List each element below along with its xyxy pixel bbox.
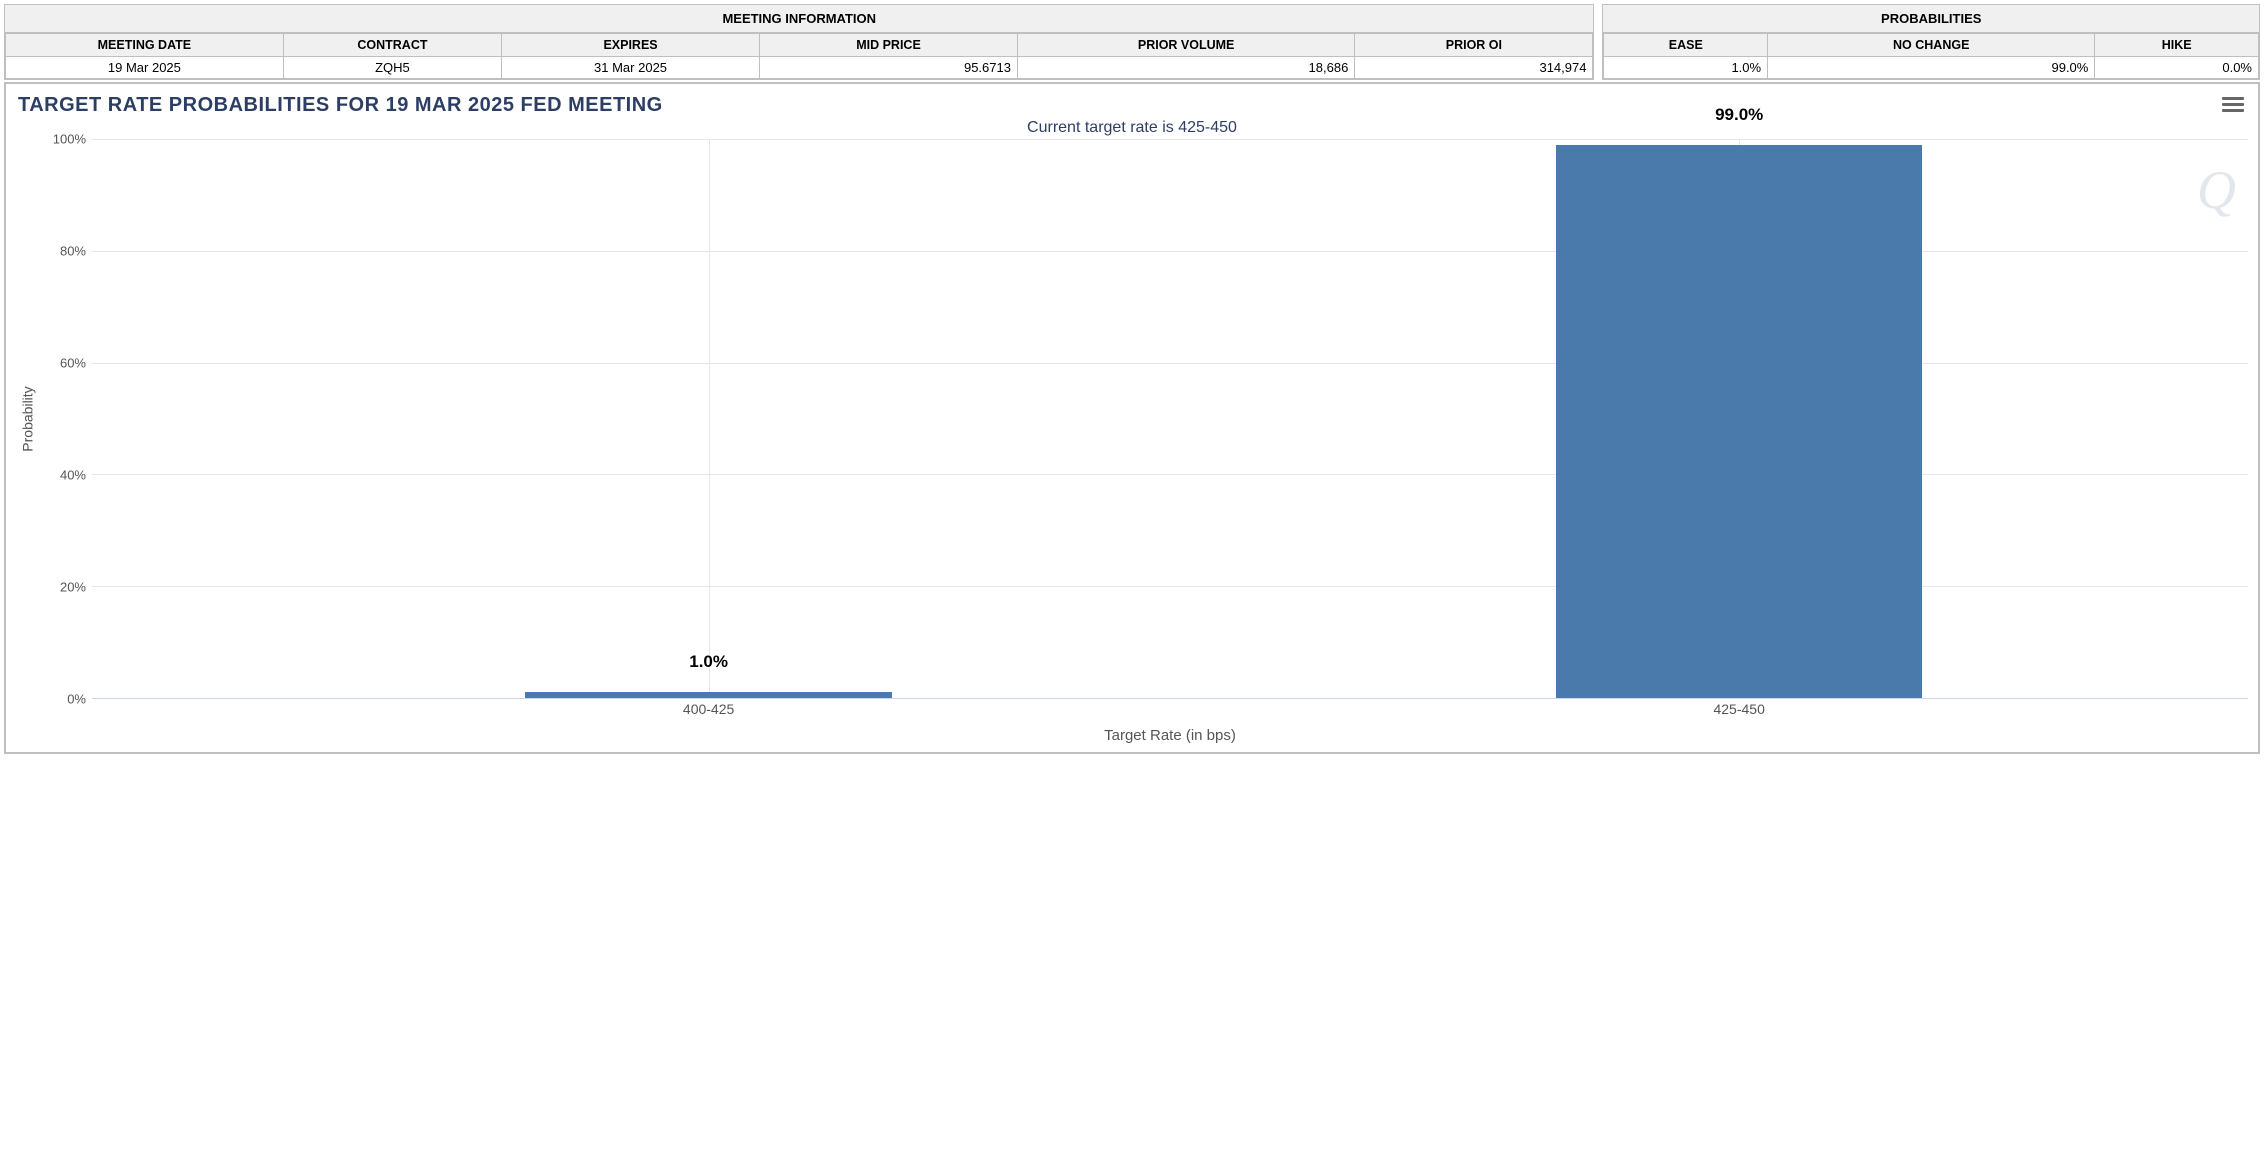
grid-line <box>92 251 2248 252</box>
column-header: PRIOR OI <box>1355 34 1593 57</box>
x-tick-label: 425-450 <box>1713 701 1764 717</box>
table-cell: 1.0% <box>1604 57 1768 79</box>
x-axis-label: Target Rate (in bps) <box>92 727 2248 744</box>
column-header: PRIOR VOLUME <box>1017 34 1354 57</box>
x-tick-label: 400-425 <box>683 701 734 717</box>
y-tick-label: 20% <box>60 580 86 595</box>
probabilities-title: PROBABILITIES <box>1603 5 2259 33</box>
column-header: CONTRACT <box>283 34 501 57</box>
grid-line <box>92 363 2248 364</box>
bar-value-label: 1.0% <box>689 652 728 672</box>
y-axis-ticks: 0%20%40%60%80%100% <box>40 139 92 699</box>
y-tick-label: 0% <box>67 692 86 707</box>
watermark-icon: Q <box>2197 159 2236 221</box>
y-tick-label: 80% <box>60 244 86 259</box>
column-header: MID PRICE <box>760 34 1018 57</box>
bar[interactable] <box>525 692 892 698</box>
grid-line <box>92 139 2248 140</box>
table-cell: 31 Mar 2025 <box>502 57 760 79</box>
column-header: EASE <box>1604 34 1768 57</box>
table-cell: 19 Mar 2025 <box>6 57 284 79</box>
probabilities-table: EASENO CHANGEHIKE 1.0%99.0%0.0% <box>1603 33 2259 79</box>
grid-line <box>709 139 710 698</box>
table-cell: 0.0% <box>2095 57 2259 79</box>
column-header: NO CHANGE <box>1768 34 2095 57</box>
y-tick-label: 100% <box>53 132 86 147</box>
table-cell: 314,974 <box>1355 57 1593 79</box>
bar[interactable] <box>1556 145 1923 698</box>
table-cell: 99.0% <box>1768 57 2095 79</box>
chart-title: TARGET RATE PROBABILITIES FOR 19 MAR 202… <box>18 94 2248 117</box>
plot-area: Q 1.0%99.0% <box>92 139 2248 699</box>
chart-panel: TARGET RATE PROBABILITIES FOR 19 MAR 202… <box>4 82 2260 754</box>
meeting-info-title: MEETING INFORMATION <box>5 5 1593 33</box>
y-tick-label: 60% <box>60 356 86 371</box>
grid-line <box>92 586 2248 587</box>
chart-menu-button[interactable] <box>2222 94 2244 112</box>
y-axis-label: Probability <box>20 386 36 451</box>
table-cell: 18,686 <box>1017 57 1354 79</box>
table-cell: ZQH5 <box>283 57 501 79</box>
column-header: HIKE <box>2095 34 2259 57</box>
meeting-info-table: MEETING DATECONTRACTEXPIRESMID PRICEPRIO… <box>5 33 1593 79</box>
table-cell: 95.6713 <box>760 57 1018 79</box>
chart-subtitle: Current target rate is 425-450 <box>16 119 2248 137</box>
column-header: EXPIRES <box>502 34 760 57</box>
grid-line <box>92 474 2248 475</box>
column-header: MEETING DATE <box>6 34 284 57</box>
probabilities-panel: PROBABILITIES EASENO CHANGEHIKE 1.0%99.0… <box>1602 4 2260 80</box>
x-axis-ticks: 400-425 425-450 <box>92 699 2248 721</box>
bar-value-label: 99.0% <box>1715 105 1763 125</box>
meeting-info-panel: MEETING INFORMATION MEETING DATECONTRACT… <box>4 4 1594 80</box>
y-axis-label-col: Probability <box>16 139 40 699</box>
y-tick-label: 40% <box>60 468 86 483</box>
